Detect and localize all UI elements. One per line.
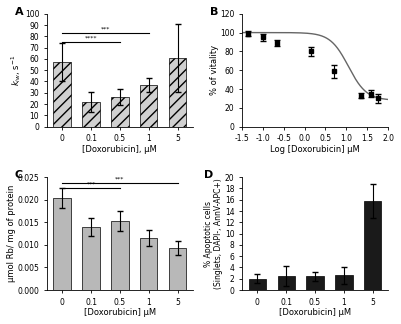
Y-axis label: $k_{iw}$, s$^{-1}$: $k_{iw}$, s$^{-1}$ [9,54,23,86]
Bar [82,102,100,127]
Y-axis label: μmol Rb/ mg of protein: μmol Rb/ mg of protein [7,185,16,282]
Bar [169,58,186,127]
Bar [364,201,381,290]
Text: ***: *** [115,177,125,182]
Bar [277,276,295,290]
Text: D: D [204,170,213,180]
Text: ***: *** [101,27,110,32]
Text: C: C [15,170,23,180]
Bar [335,275,352,290]
Bar [169,248,186,290]
Y-axis label: % Apoptotic cells
(Singlets, DAPI-, AnnV-APC+): % Apoptotic cells (Singlets, DAPI-, AnnV… [204,178,223,289]
Bar [53,62,71,127]
Y-axis label: % of vitality: % of vitality [209,45,219,95]
Bar [249,279,266,290]
Bar [82,227,100,290]
Bar [140,238,157,290]
Text: A: A [15,7,23,17]
Text: ***: *** [86,181,96,186]
Bar [53,198,71,290]
Bar [111,221,128,290]
Text: B: B [210,7,218,17]
Bar [111,97,128,127]
X-axis label: [Doxorubicin] μM: [Doxorubicin] μM [84,308,156,317]
Bar [306,276,324,290]
X-axis label: [Doxorubicin] μM: [Doxorubicin] μM [279,308,351,317]
X-axis label: Log [Doxorubicin] μM: Log [Doxorubicin] μM [270,145,360,154]
X-axis label: [Doxorubicin], μM: [Doxorubicin], μM [83,145,157,154]
Bar [140,85,157,127]
Text: ****: **** [85,36,97,41]
